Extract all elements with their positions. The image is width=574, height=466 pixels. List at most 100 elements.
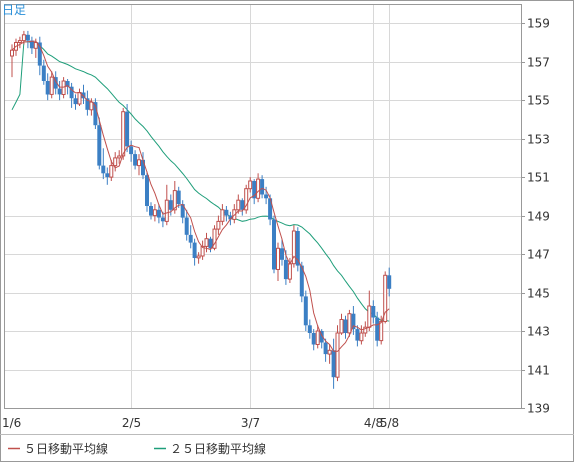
candle-body [323,342,328,355]
candle-body [244,188,249,211]
legend-label: ２５日移動平均線 [170,441,266,456]
candle-body [335,332,340,378]
candle [256,173,261,203]
candle-body [65,81,70,87]
candle [307,319,312,339]
candle [196,252,201,264]
candle-body [272,219,276,270]
candle-body [77,92,82,105]
candle [280,238,284,266]
candle [41,59,46,85]
candle-body [133,154,138,166]
candle [355,325,360,347]
candle [65,79,70,95]
candle-body [69,86,74,99]
candle-body [200,245,205,257]
candle [295,227,300,272]
candle [97,117,102,170]
candle [204,232,209,253]
candle [303,290,308,331]
candle [53,71,58,95]
y-tick-label: 143 [527,325,550,339]
candle-body [367,305,372,328]
candle [387,267,392,297]
candle [252,179,257,205]
candle [25,30,30,49]
candle-body [156,209,161,218]
candle-body [379,320,384,342]
candle [133,150,138,170]
candle [156,204,161,224]
candle-body [268,198,273,220]
candle-body [375,317,380,341]
candle [311,329,316,351]
candle-body [37,42,42,66]
ma25-series [11,41,390,322]
candle-body [387,275,392,289]
candle-body [172,190,177,211]
legend-label: ５日移動平均線 [24,441,108,456]
candle [141,152,145,180]
y-tick-label: 155 [527,94,550,108]
y-tick-label: 145 [527,287,550,301]
candle-body [351,313,356,330]
candle-body [220,209,225,222]
candle [105,167,110,185]
plot-frame [4,4,522,409]
candle [216,215,221,235]
candle [121,107,126,160]
candle-body [53,77,58,89]
candle-body [383,274,388,322]
candle-body [25,34,30,41]
candle-body [137,159,141,167]
candle [37,36,42,76]
ma25-line [11,41,390,322]
candle-body [303,296,308,326]
candle-body [117,155,122,159]
candle [176,186,181,208]
candle-body [129,146,134,155]
candle [323,338,328,362]
candle [347,309,352,337]
candle-body [252,181,257,199]
y-axis: 159 157 155 153 151 149 147 145 143 141 139 [521,17,550,416]
y-tick-label: 157 [527,56,550,70]
candle-body [212,228,217,249]
candle [319,329,324,349]
candle [137,154,141,176]
candle-body [196,255,201,259]
candle-body [299,265,304,297]
candle [212,225,217,251]
candle [327,344,332,364]
candle-body [184,217,189,235]
candle-body [93,102,98,126]
candle-body [260,179,265,195]
candle-body [121,111,126,157]
candle-body [160,217,165,222]
candle-body [347,313,352,334]
candle-body [216,220,221,230]
candle [152,204,157,222]
x-tick-label: 1/6 [2,416,21,430]
candle [339,313,344,335]
candle [220,204,225,226]
candle-body [315,330,320,345]
candle-body [192,242,197,258]
candle-body [141,159,145,176]
candle-body [85,98,90,110]
candle-body [57,88,62,95]
y-tick-label: 147 [527,248,550,262]
candle [117,150,122,164]
candle [101,148,106,180]
x-tick-label: 4/8 [364,416,383,430]
y-tick-label: 149 [527,210,550,224]
candle-body [343,319,348,333]
candle-body [228,215,233,220]
candle [224,206,229,222]
candle-body [240,200,245,210]
candle-body [73,98,78,105]
candle-body [287,263,292,280]
x-tick-label: 3/7 [241,416,260,430]
